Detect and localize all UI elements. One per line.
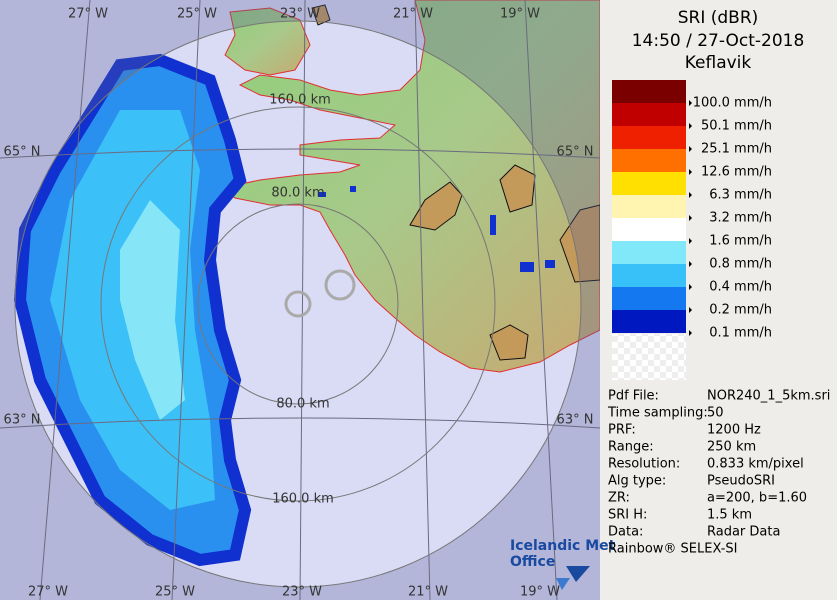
info-value: PseudoSRI [707, 474, 775, 489]
info-label: Resolution: [608, 457, 680, 472]
range-label: 160.0 km [272, 492, 334, 507]
legend-swatch [612, 149, 686, 172]
legend-label: 3.2 mm/h [709, 211, 772, 226]
legend-tick [689, 215, 692, 221]
legend-label: 0.8 mm/h [709, 257, 772, 272]
lon-label: 21° W [408, 585, 448, 600]
info-label: Pdf File: [608, 389, 659, 404]
lon-label: 23° W [282, 585, 322, 600]
logo-mark [556, 566, 590, 590]
precipitation [13, 53, 555, 567]
legend-tick [689, 146, 692, 152]
legend-tick [689, 100, 692, 106]
info-label: Alg type: [608, 474, 666, 489]
range-label: 160.0 km [269, 93, 331, 108]
info-value: 50 [707, 406, 724, 421]
footer: Rainbow® SELEX-SI [608, 542, 738, 557]
legend-swatch [612, 126, 686, 149]
lat-label: 63° N [4, 413, 41, 428]
info-label: SRI H: [608, 508, 647, 523]
legend-label: 25.1 mm/h [701, 142, 772, 157]
range-rings [14, 20, 582, 588]
info-value: NOR240_1_5km.sri [707, 389, 830, 404]
info-value: a=200, b=1.60 [707, 491, 807, 506]
legend-label: 12.6 mm/h [701, 165, 772, 180]
land [224, 7, 311, 76]
panel-title: SRI (dBR) [678, 8, 759, 28]
legend-swatch [612, 80, 686, 103]
legend-tick [689, 284, 692, 290]
legend-label: 50.1 mm/h [701, 119, 772, 134]
lon-label: 25° W [177, 7, 217, 22]
logo-text: Office [510, 554, 555, 570]
panel-time: 14:50 / 27-Oct-2018 [632, 31, 805, 51]
legend-swatch [612, 195, 686, 218]
legend-label: 6.3 mm/h [709, 188, 772, 203]
legend-label: 1.6 mm/h [709, 234, 772, 249]
legend-tick [689, 307, 692, 313]
range-label: 80.0 km [271, 186, 324, 201]
legend-label: 0.1 mm/h [709, 326, 772, 341]
legend-swatch [612, 103, 686, 126]
info-value: 0.833 km/pixel [707, 457, 804, 472]
outside-range [0, 0, 600, 600]
lat-label: 63° N [557, 413, 594, 428]
legend-swatch [612, 218, 686, 241]
range-label: 80.0 km [276, 397, 329, 412]
land [220, 0, 601, 373]
graticule [0, 0, 601, 601]
info-value: Radar Data [707, 525, 780, 540]
info-label: Data: [608, 525, 643, 540]
legend-tick [689, 192, 692, 198]
lon-label: 27° W [68, 7, 108, 22]
lon-label: 19° W [500, 7, 540, 22]
legend-nodata [612, 334, 686, 380]
legend-swatch [612, 172, 686, 195]
legend-swatch [612, 264, 686, 287]
legend-label: 0.4 mm/h [709, 280, 772, 295]
legend-tick [689, 330, 692, 336]
lon-label: 21° W [393, 7, 433, 22]
legend-swatch [612, 310, 686, 333]
legend-label: 0.2 mm/h [709, 303, 772, 318]
lon-label: 19° W [520, 585, 560, 600]
lat-label: 65° N [557, 145, 594, 160]
legend-swatch [612, 241, 686, 264]
legend-label: 100.0 mm/h [693, 96, 772, 111]
lon-label: 25° W [155, 585, 195, 600]
panel-site: Keflavik [685, 53, 752, 73]
lon-label: 23° W [280, 7, 320, 22]
legend-swatch [612, 287, 686, 310]
info-label: Time sampling: [607, 406, 708, 421]
legend-tick [689, 123, 692, 129]
legend-tick [689, 169, 692, 175]
legend-tick [689, 238, 692, 244]
map [0, 0, 601, 601]
info-value: 1.5 km [707, 508, 752, 523]
info-value: 250 km [707, 440, 756, 455]
info-label: Range: [608, 440, 654, 455]
lat-label: 65° N [4, 145, 41, 160]
legend-tick [689, 261, 692, 267]
info-label: ZR: [608, 491, 630, 506]
lon-label: 27° W [28, 585, 68, 600]
info-label: PRF: [608, 423, 636, 438]
logo-text: Icelandic Met [510, 538, 616, 554]
info-value: 1200 Hz [707, 423, 761, 438]
